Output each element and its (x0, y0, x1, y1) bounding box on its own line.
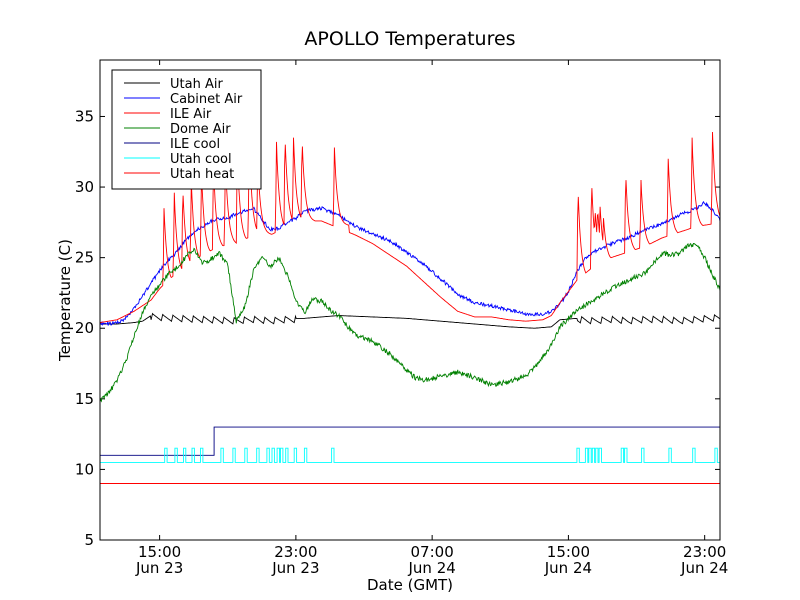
series-line-ile-cool (100, 426, 720, 456)
x-tick-time-label: 07:00 (411, 543, 454, 561)
series-line-utah-air (100, 312, 720, 329)
plot-frame (99, 59, 721, 541)
x-tick-time-label: 23:00 (274, 543, 317, 561)
x-tick-date-label: Jun 24 (407, 559, 455, 577)
legend-label: Utah cool (170, 152, 232, 167)
x-tick-date-label: Jun 24 (544, 559, 592, 577)
series-line-ile-air (100, 131, 720, 324)
x-axis-label: Date (GMT) (367, 576, 453, 594)
x-tick-time-label: 15:00 (547, 543, 590, 561)
y-tick-label: 30 (75, 178, 94, 196)
legend-box (111, 69, 262, 190)
y-tick-label: 25 (75, 249, 94, 267)
x-tick-time-label: 23:00 (683, 543, 726, 561)
legend-label: Dome Air (170, 122, 231, 137)
chart-title: APOLLO Temperatures (304, 28, 515, 50)
x-tick-time-label: 15:00 (138, 543, 181, 561)
x-tick-date-label: Jun 24 (680, 559, 728, 577)
legend-label: ILE cool (170, 137, 220, 152)
legend-label: Cabinet Air (170, 92, 243, 107)
series-line-utah-cool (100, 447, 720, 463)
legend-label: ILE Air (170, 107, 212, 122)
legend-label: Utah Air (170, 77, 223, 92)
series-line-cabinet-air (100, 201, 720, 326)
x-tick-date-label: Jun 23 (271, 559, 319, 577)
series-line-dome-air (100, 242, 720, 403)
legend-label: Utah heat (170, 167, 234, 182)
y-tick-label: 5 (84, 531, 94, 549)
y-tick-label: 35 (75, 107, 94, 125)
y-tick-label: 10 (75, 460, 94, 478)
x-tick-date-label: Jun 23 (135, 559, 183, 577)
y-tick-label: 15 (75, 390, 94, 408)
series-layer (100, 131, 720, 484)
y-tick-label: 20 (75, 319, 94, 337)
y-axis-label: Temperature (C) (56, 239, 74, 362)
